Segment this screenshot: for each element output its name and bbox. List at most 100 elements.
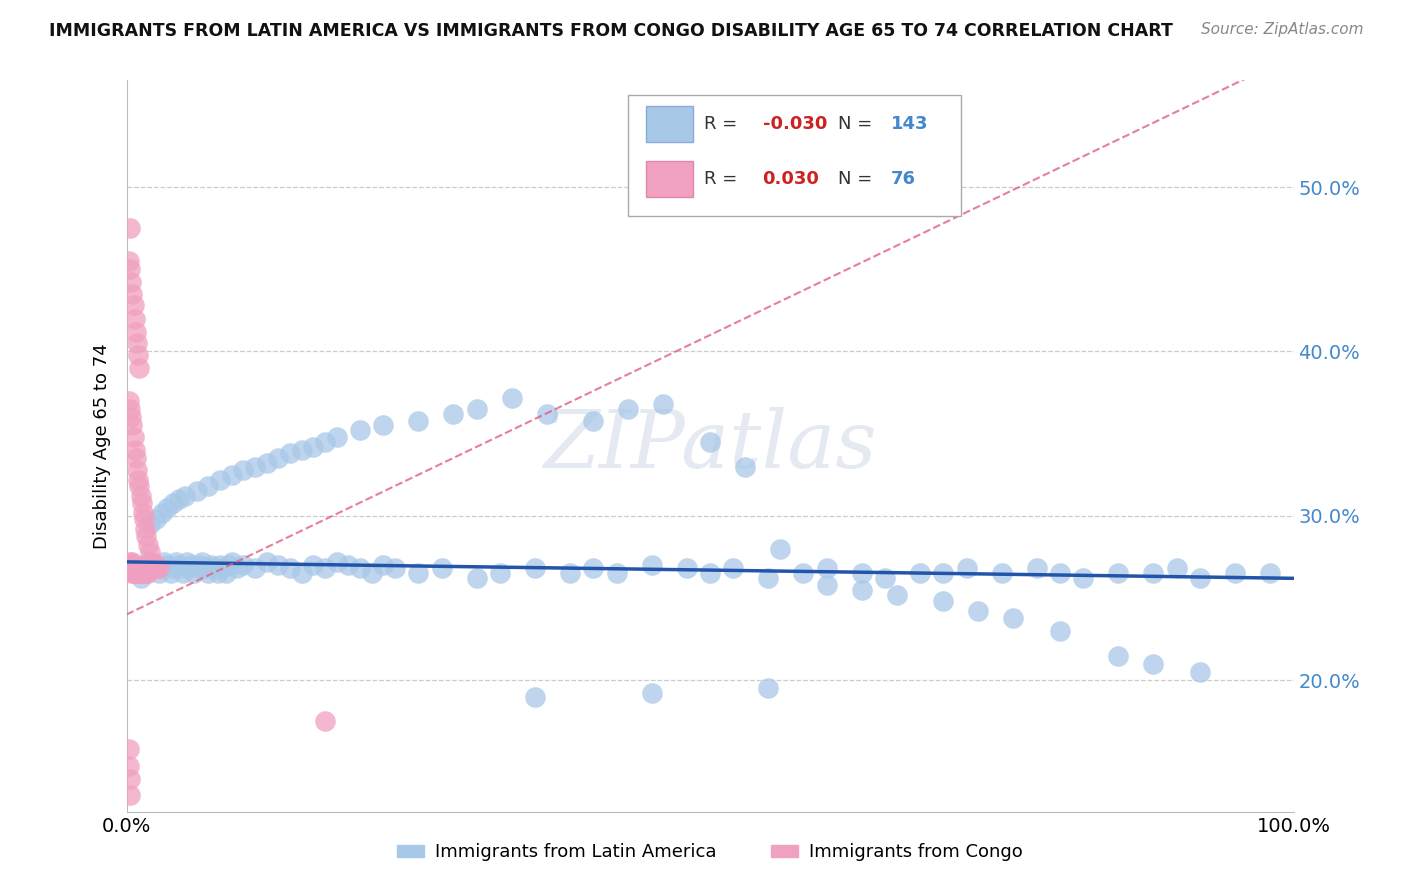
Point	[118, 254, 141, 268]
Point	[136, 566, 159, 581]
Point	[127, 348, 149, 362]
Point	[118, 742, 141, 756]
Point	[207, 566, 229, 581]
Y-axis label: Disability Age 65 to 74: Disability Age 65 to 74	[93, 343, 111, 549]
Point	[128, 561, 150, 575]
Point	[172, 566, 194, 581]
Point	[118, 772, 141, 786]
Point	[723, 561, 745, 575]
Point	[139, 555, 162, 569]
Point	[122, 561, 145, 575]
Point	[815, 561, 838, 575]
Point	[136, 561, 159, 575]
Point	[197, 479, 219, 493]
Point	[160, 566, 183, 581]
Point	[956, 561, 979, 575]
Point	[408, 413, 430, 427]
Point	[1025, 561, 1047, 575]
Point	[606, 566, 628, 581]
Point	[120, 276, 142, 290]
Point	[232, 558, 254, 573]
Point	[136, 561, 159, 575]
Point	[187, 558, 209, 573]
Point	[134, 522, 156, 536]
Point	[122, 566, 145, 581]
Point	[886, 588, 908, 602]
Point	[221, 467, 243, 482]
Point	[148, 561, 170, 575]
Point	[325, 430, 347, 444]
Point	[141, 555, 163, 569]
Point	[1189, 571, 1212, 585]
Point	[118, 402, 141, 417]
Point	[523, 561, 546, 575]
Point	[932, 566, 955, 581]
Point	[191, 555, 214, 569]
Point	[202, 561, 225, 575]
Point	[132, 561, 155, 575]
Point	[384, 561, 406, 575]
Point	[441, 407, 464, 421]
Point	[118, 555, 141, 569]
Point	[128, 479, 150, 493]
Point	[167, 558, 190, 573]
Point	[314, 561, 336, 575]
Point	[150, 506, 173, 520]
Point	[141, 558, 163, 573]
Point	[127, 561, 149, 575]
Point	[118, 558, 141, 573]
Point	[128, 360, 150, 375]
Point	[165, 555, 187, 569]
Point	[162, 561, 184, 575]
Point	[118, 221, 141, 235]
Point	[125, 463, 148, 477]
Point	[183, 566, 205, 581]
Point	[1049, 624, 1071, 638]
Point	[125, 558, 148, 573]
Point	[141, 561, 163, 575]
Point	[582, 413, 605, 427]
Text: 143: 143	[891, 115, 928, 133]
Point	[127, 473, 149, 487]
Point	[156, 558, 179, 573]
Point	[124, 566, 146, 581]
Point	[501, 391, 523, 405]
Point	[465, 402, 488, 417]
Point	[226, 561, 249, 575]
Point	[139, 555, 162, 569]
Point	[122, 298, 145, 312]
Point	[769, 541, 792, 556]
Point	[131, 566, 153, 581]
Point	[932, 594, 955, 608]
Point	[194, 561, 217, 575]
Point	[150, 561, 173, 575]
Point	[582, 561, 605, 575]
Point	[208, 558, 231, 573]
Point	[699, 566, 721, 581]
Text: 76: 76	[891, 170, 915, 188]
Legend: Immigrants from Latin America, Immigrants from Congo: Immigrants from Latin America, Immigrant…	[391, 836, 1029, 869]
Text: N =: N =	[838, 115, 873, 133]
Point	[121, 561, 143, 575]
Point	[118, 789, 141, 803]
Text: Source: ZipAtlas.com: Source: ZipAtlas.com	[1201, 22, 1364, 37]
Point	[430, 561, 453, 575]
Point	[208, 473, 231, 487]
Point	[125, 566, 148, 581]
Point	[211, 561, 233, 575]
Point	[118, 561, 141, 575]
Point	[815, 578, 838, 592]
Text: R =: R =	[704, 170, 737, 188]
FancyBboxPatch shape	[628, 95, 960, 216]
Point	[129, 489, 152, 503]
Point	[156, 500, 179, 515]
Point	[162, 496, 184, 510]
Point	[124, 561, 146, 575]
Point	[186, 484, 208, 499]
Point	[125, 566, 148, 581]
Point	[373, 418, 395, 433]
Point	[267, 451, 290, 466]
Point	[145, 512, 167, 526]
Point	[851, 582, 873, 597]
Point	[523, 690, 546, 704]
